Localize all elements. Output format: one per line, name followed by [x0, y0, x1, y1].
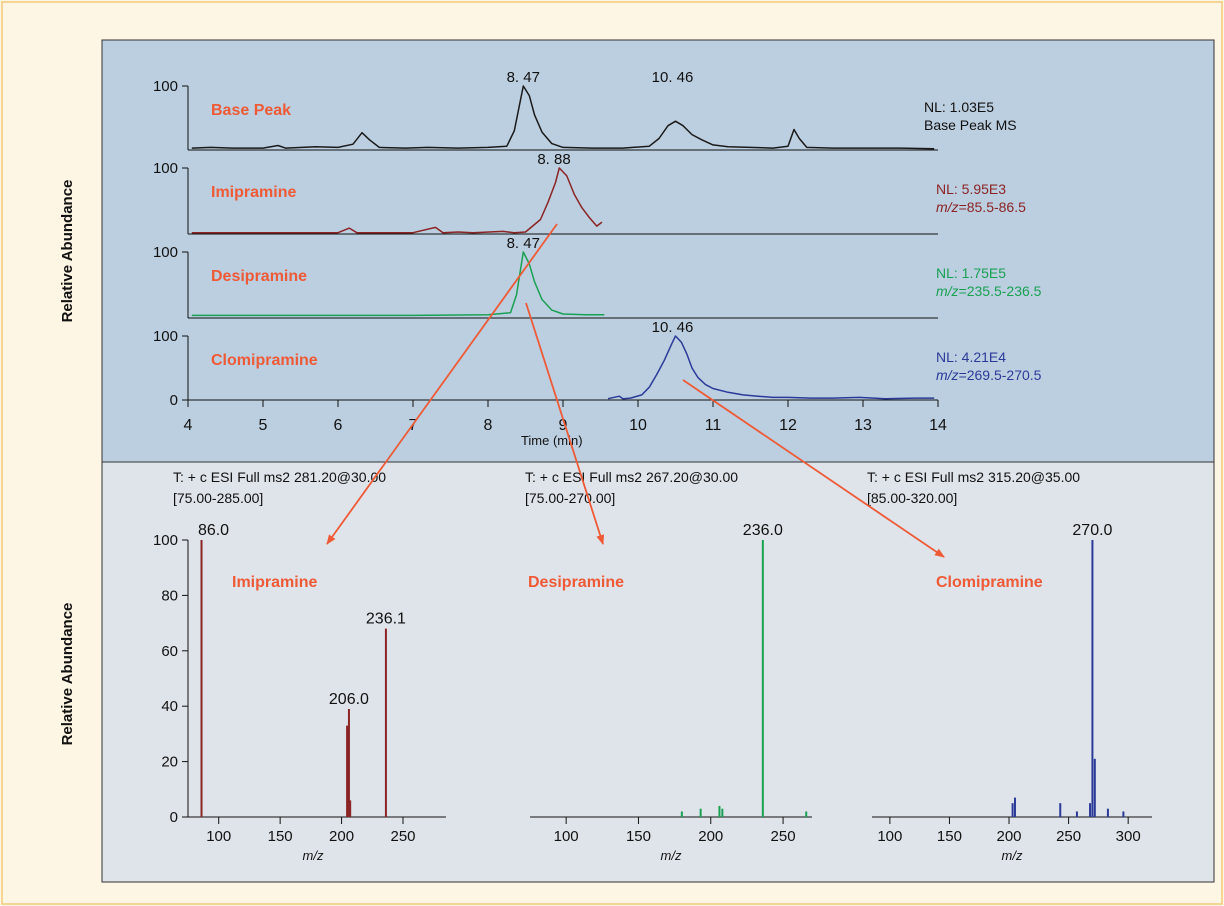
- peak-label-desipramine: 8. 47: [507, 235, 540, 252]
- x-tick-label: 14: [929, 417, 947, 434]
- chromatogram-x-axis-label: Time (min): [521, 433, 583, 448]
- spectrum-x-tick-label: 250: [1056, 828, 1081, 845]
- trace-info-imipramine: NL: 5.95E3: [936, 181, 1006, 197]
- y-tick-label-zero: 0: [170, 392, 178, 409]
- x-tick-label: 8: [484, 417, 493, 434]
- trace-name-clomipramine: Clomipramine: [211, 352, 318, 369]
- spectrum-x-tick-label: 100: [554, 828, 579, 845]
- trace-info-base-peak: NL: 1.03E5: [924, 99, 994, 115]
- spectrum-x-tick-label: 250: [771, 828, 796, 845]
- spectra-panel: [101, 461, 1215, 883]
- trace-name-base-peak: Base Peak: [211, 102, 291, 119]
- y-tick-label-base-peak: 100: [153, 78, 178, 95]
- trace-name-desipramine: Desipramine: [211, 268, 307, 285]
- x-tick-label: 10: [629, 417, 647, 434]
- spectrum-title-imipramine: [75.00-285.00]: [173, 490, 263, 506]
- peak-label-clomipramine: 10. 46: [652, 319, 694, 336]
- x-tick-label: 11: [705, 417, 722, 434]
- spectrum-x-tick-label: 150: [626, 828, 651, 845]
- spectrum-y-tick-label: 40: [161, 698, 178, 715]
- spectrum-x-axis-label-imipramine: m/z: [303, 848, 324, 863]
- spectrum-y-tick-label: 20: [161, 754, 178, 771]
- spectra-y-axis-label: Relative Abundance: [59, 603, 76, 746]
- trace-line-clomipramine: [607, 335, 935, 400]
- x-tick-label: 9: [559, 417, 568, 434]
- spectrum-title-clomipramine: T: + c ESI Full ms2 315.20@35.00: [867, 469, 1080, 485]
- peak-label-base-peak: 8. 47: [507, 69, 540, 86]
- spectrum-peak-label-imipramine: 206.0: [329, 691, 369, 708]
- spectrum-x-axis-label-desipramine: m/z: [661, 848, 682, 863]
- trace-info-base-peak: Base Peak MS: [924, 117, 1017, 133]
- spectrum-compound-name-desipramine: Desipramine: [528, 574, 624, 591]
- spectrum-x-axis-label-clomipramine: m/z: [1002, 848, 1023, 863]
- spectrum-compound-name-clomipramine: Clomipramine: [936, 574, 1043, 591]
- spectrum-y-tick-label: 60: [161, 643, 178, 660]
- x-tick-label: 6: [334, 417, 343, 434]
- spectrum-x-tick-label: 100: [206, 828, 231, 845]
- spectrum-x-tick-label: 300: [1116, 828, 1141, 845]
- spectrum-x-tick-label: 200: [997, 828, 1022, 845]
- spectrum-title-desipramine: [75.00-270.00]: [525, 490, 615, 506]
- trace-info-clomipramine: NL: 4.21E4: [936, 349, 1006, 365]
- spectrum-x-tick-label: 150: [268, 828, 293, 845]
- link-arrow-imipramine: [326, 223, 558, 545]
- spectrum-title-clomipramine: [85.00-320.00]: [867, 490, 957, 506]
- x-tick-label: 5: [259, 417, 268, 434]
- y-tick-label-clomipramine: 100: [153, 328, 178, 345]
- peak-label-imipramine: 8. 88: [537, 151, 570, 168]
- trace-info-imipramine: m/z=85.5-86.5: [936, 199, 1026, 215]
- spectrum-title-desipramine: T: + c ESI Full ms2 267.20@30.00: [525, 469, 738, 485]
- trace-name-imipramine: Imipramine: [211, 184, 296, 201]
- spectrum-x-tick-label: 250: [390, 828, 415, 845]
- x-tick-label: 4: [184, 417, 193, 434]
- y-tick-label-desipramine: 100: [153, 244, 178, 261]
- link-arrow-clomipramine: [682, 379, 945, 558]
- spectrum-peak-label-desipramine: 236.0: [743, 522, 783, 539]
- trace-line-desipramine: [191, 251, 605, 317]
- spectrum-x-tick-label: 150: [937, 828, 962, 845]
- spectrum-x-tick-label: 200: [698, 828, 723, 845]
- trace-info-desipramine: m/z=235.5-236.5: [936, 283, 1042, 299]
- chromatogram-panel: [101, 39, 1215, 463]
- trace-line-imipramine: [191, 167, 603, 234]
- trace-info-desipramine: NL: 1.75E5: [936, 265, 1006, 281]
- trace-info-clomipramine: m/z=269.5-270.5: [936, 367, 1042, 383]
- spectrum-title-imipramine: T: + c ESI Full ms2 281.20@30.00: [173, 469, 386, 485]
- trace-line-base-peak: [191, 85, 935, 150]
- spectrum-peak-label-imipramine: 86.0: [198, 522, 229, 539]
- spectrum-y-tick-label: 80: [161, 587, 178, 604]
- spectrum-peak-label-clomipramine: 270.0: [1072, 522, 1112, 539]
- peak-label-base-peak: 10. 46: [652, 69, 694, 86]
- spectrum-x-tick-label: 200: [329, 828, 354, 845]
- x-tick-label: 13: [854, 417, 872, 434]
- chromatogram-y-axis-label: Relative Abundance: [59, 180, 76, 323]
- spectrum-peak-label-imipramine: 236.1: [366, 611, 406, 628]
- y-tick-label-imipramine: 100: [153, 160, 178, 177]
- spectrum-y-tick-label: 100: [153, 532, 178, 549]
- spectrum-x-tick-label: 100: [877, 828, 902, 845]
- spectrum-compound-name-imipramine: Imipramine: [232, 574, 317, 591]
- x-tick-label: 12: [779, 417, 797, 434]
- spectrum-y-tick-label: 0: [170, 809, 178, 826]
- link-arrow-desipramine: [525, 302, 605, 545]
